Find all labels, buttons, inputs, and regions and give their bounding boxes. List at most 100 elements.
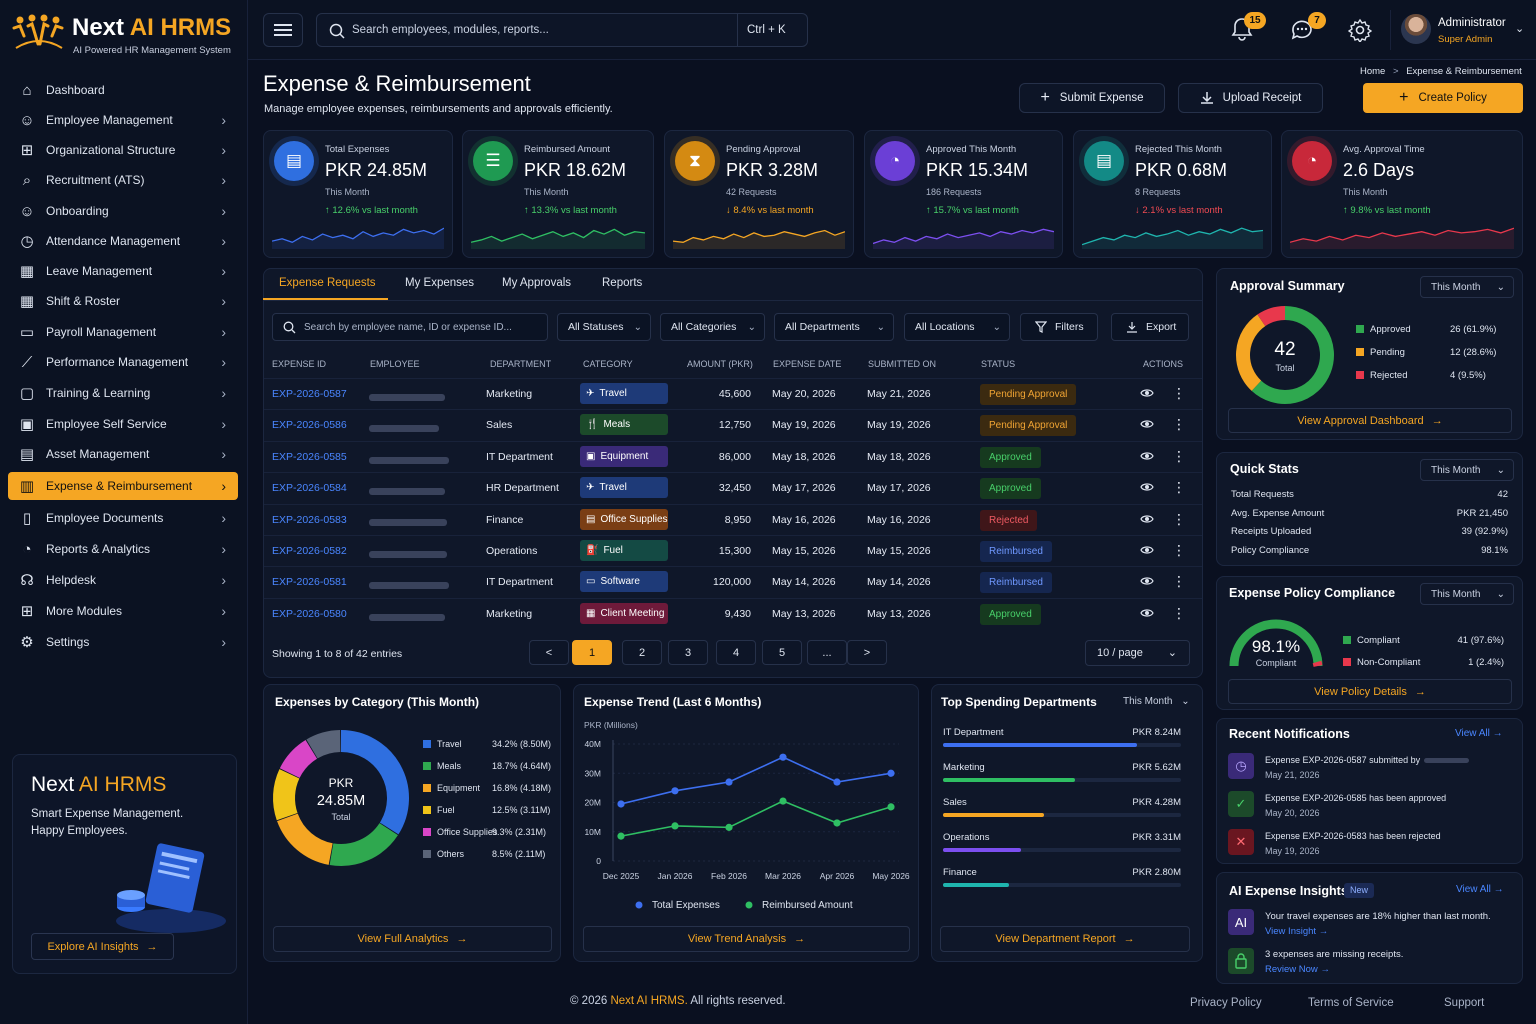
compliance-period-select[interactable]: This Month ⌄ <box>1420 583 1514 605</box>
sidebar-item-expense-reimbursement[interactable]: ▥ Expense & Reimbursement › <box>8 472 238 500</box>
sidebar-item-payroll-management[interactable]: ▭ Payroll Management › <box>8 318 238 346</box>
page-size-select[interactable]: 10 / page ⌄ <box>1085 640 1190 666</box>
table-row[interactable]: EXP-2026-0585 IT Department ▣ Equipment 86,0… <box>264 440 1202 472</box>
view-policy-details-link[interactable]: View Policy Details → <box>1228 679 1512 704</box>
export-button[interactable]: Export <box>1111 313 1189 341</box>
sidebar-item-recruitment-ats[interactable]: ⌕ Recruitment (ATS) › <box>8 166 238 194</box>
settings-button[interactable] <box>1347 18 1373 45</box>
table-row[interactable]: EXP-2026-0587 Marketing ✈ Travel 45,600 May 2… <box>264 378 1202 409</box>
sidebar-item-attendance-management[interactable]: ◷ Attendance Management › <box>8 227 238 255</box>
ai-insight-1-link[interactable]: View Insight → <box>1265 926 1328 937</box>
view-approval-dashboard-link[interactable]: View Approval Dashboard → <box>1228 408 1512 433</box>
table-row[interactable]: EXP-2026-0584 HR Department ✈ Travel 32,450 M… <box>264 472 1202 503</box>
pagination-next-button[interactable]: > <box>847 640 887 665</box>
ai-insight-2-link[interactable]: Review Now → <box>1265 964 1330 975</box>
tab-reports[interactable]: Reports <box>602 277 643 289</box>
eye-icon[interactable] <box>1140 543 1154 560</box>
pagination-page-2[interactable]: 2 <box>622 640 662 665</box>
sidebar-item-asset-management[interactable]: ▤ Asset Management › <box>8 440 238 468</box>
expense-id-link[interactable]: EXP-2026-0583 <box>272 513 347 526</box>
expense-id-link[interactable]: EXP-2026-0585 <box>272 450 347 463</box>
create-policy-button[interactable]: + Create Policy <box>1363 83 1523 113</box>
view-department-report-link[interactable]: View Department Report → <box>940 926 1190 952</box>
quick-stats-period-select[interactable]: This Month ⌄ <box>1420 459 1514 481</box>
approval-period-select[interactable]: This Month ⌄ <box>1420 276 1514 298</box>
pagination-prev-button[interactable]: < <box>529 640 569 665</box>
breadcrumb-home[interactable]: Home <box>1360 66 1386 77</box>
sidebar-item-employee-management[interactable]: ☺ Employee Management › <box>8 106 238 134</box>
pagination-page-4[interactable]: 4 <box>716 640 756 665</box>
table-search-input[interactable]: Search by employee name, ID or expense I… <box>304 321 512 333</box>
sidebar-item-dashboard[interactable]: ⌂ Dashboard <box>8 76 238 104</box>
eye-icon[interactable] <box>1140 417 1154 434</box>
more-vertical-icon[interactable]: ⋮ <box>1172 604 1186 621</box>
eye-icon[interactable] <box>1140 574 1154 591</box>
expense-id-link[interactable]: EXP-2026-0587 <box>272 388 347 400</box>
expense-id-link[interactable]: EXP-2026-0586 <box>272 419 347 432</box>
terms-of-service-link[interactable]: Terms of Service <box>1308 997 1394 1009</box>
sidebar-item-settings[interactable]: ⚙ Settings › <box>8 628 238 656</box>
more-vertical-icon[interactable]: ⋮ <box>1172 542 1186 558</box>
notifications-view-all-link[interactable]: View All → <box>1455 728 1503 739</box>
expense-id-link[interactable]: EXP-2026-0582 <box>272 545 347 557</box>
user-menu[interactable]: Administrator Super Admin ⌄ <box>1390 10 1530 50</box>
support-link[interactable]: Support <box>1444 997 1485 1009</box>
top-departments-period-select[interactable]: This Month ⌄ <box>1123 696 1190 707</box>
table-row[interactable]: EXP-2026-0580 Marketing ▦ Client Meeting 9,4… <box>264 597 1202 629</box>
explore-ai-insights-button[interactable]: Explore AI Insights → <box>31 933 174 960</box>
more-vertical-icon[interactable]: ⋮ <box>1172 447 1186 464</box>
category-filter[interactable]: All Categories ⌄ <box>660 313 765 341</box>
notifications-button[interactable]: 15 <box>1230 12 1266 44</box>
pagination-page-1[interactable]: 1 <box>572 640 612 665</box>
pagination-page-3[interactable]: 3 <box>668 640 708 665</box>
sidebar-item-reports-analytics[interactable]: ◔ Reports & Analytics › <box>8 535 238 563</box>
department-filter[interactable]: All Departments ⌄ <box>774 313 894 341</box>
sidebar-item-performance-management[interactable]: ⟋ Performance Management › <box>8 348 238 376</box>
global-search-input[interactable]: Search employees, modules, reports... <box>352 24 549 36</box>
kpi-label: Pending Approval <box>726 144 801 155</box>
privacy-policy-link[interactable]: Privacy Policy <box>1190 997 1262 1009</box>
tab-my-approvals[interactable]: My Approvals <box>502 277 572 289</box>
sidebar-item-leave-management[interactable]: ▦ Leave Management › <box>8 257 238 285</box>
submit-expense-button[interactable]: + Submit Expense <box>1019 83 1165 113</box>
sidebar-item-more-modules[interactable]: ⊞ More Modules › <box>8 597 238 625</box>
tab-expense-requests[interactable]: Expense Requests <box>279 277 376 289</box>
table-row[interactable]: EXP-2026-0582 Operations ⛽ Fuel 15,300 May 15… <box>264 535 1202 566</box>
more-vertical-icon[interactable]: ⋮ <box>1172 479 1186 496</box>
more-vertical-icon[interactable]: ⋮ <box>1172 510 1186 527</box>
location-filter[interactable]: All Locations ⌄ <box>904 313 1010 341</box>
sidebar-item-onboarding[interactable]: ☺ Onboarding › <box>8 197 238 225</box>
eye-icon[interactable] <box>1140 449 1154 466</box>
more-vertical-icon[interactable]: ⋮ <box>1172 573 1186 590</box>
expense-id-link[interactable]: EXP-2026-0584 <box>272 482 347 495</box>
ai-insights-view-all-link[interactable]: View All → <box>1456 884 1504 895</box>
more-vertical-icon[interactable]: ⋮ <box>1172 385 1186 401</box>
sidebar-item-employee-self-service[interactable]: ▣ Employee Self Service › <box>8 410 238 438</box>
sidebar-item-shift-roster[interactable]: ▦ Shift & Roster › <box>8 287 238 315</box>
tab-my-expenses[interactable]: My Expenses <box>405 277 475 289</box>
view-trend-analysis-link[interactable]: View Trend Analysis → <box>583 926 910 952</box>
expense-id-link[interactable]: EXP-2026-0580 <box>272 607 347 620</box>
eye-icon[interactable] <box>1140 606 1154 623</box>
view-full-analytics-link[interactable]: View Full Analytics → <box>273 926 552 952</box>
filters-button[interactable]: Filters <box>1020 313 1098 341</box>
global-search[interactable]: Search employees, modules, reports... Ct… <box>316 13 808 47</box>
expense-id-link[interactable]: EXP-2026-0581 <box>272 576 347 589</box>
status-filter[interactable]: All Statuses ⌄ <box>557 313 651 341</box>
table-search[interactable]: Search by employee name, ID or expense I… <box>272 313 548 341</box>
eye-icon[interactable] <box>1140 512 1154 529</box>
sidebar-item-organizational-structure[interactable]: ⊞ Organizational Structure › <box>8 136 238 164</box>
table-row[interactable]: EXP-2026-0583 Finance ▤ Office Supplies 8,95… <box>264 503 1202 535</box>
sidebar-item-training-learning[interactable]: ▢ Training & Learning › <box>8 379 238 407</box>
pagination-page-5[interactable]: 5 <box>762 640 802 665</box>
eye-icon[interactable] <box>1140 386 1154 403</box>
messages-button[interactable]: 7 <box>1290 12 1326 44</box>
more-vertical-icon[interactable]: ⋮ <box>1172 416 1186 433</box>
sidebar-item-helpdesk[interactable]: ☊ Helpdesk › <box>8 566 238 594</box>
menu-toggle-button[interactable] <box>263 13 303 47</box>
upload-receipt-button[interactable]: Upload Receipt <box>1178 83 1323 113</box>
table-row[interactable]: EXP-2026-0581 IT Department ▭ Software 120,0… <box>264 566 1202 597</box>
table-row[interactable]: EXP-2026-0586 Sales 🍴 Meals 12,750 May 19, 20… <box>264 409 1202 440</box>
sidebar-item-employee-documents[interactable]: ▯ Employee Documents › <box>8 504 238 532</box>
eye-icon[interactable] <box>1140 480 1154 497</box>
